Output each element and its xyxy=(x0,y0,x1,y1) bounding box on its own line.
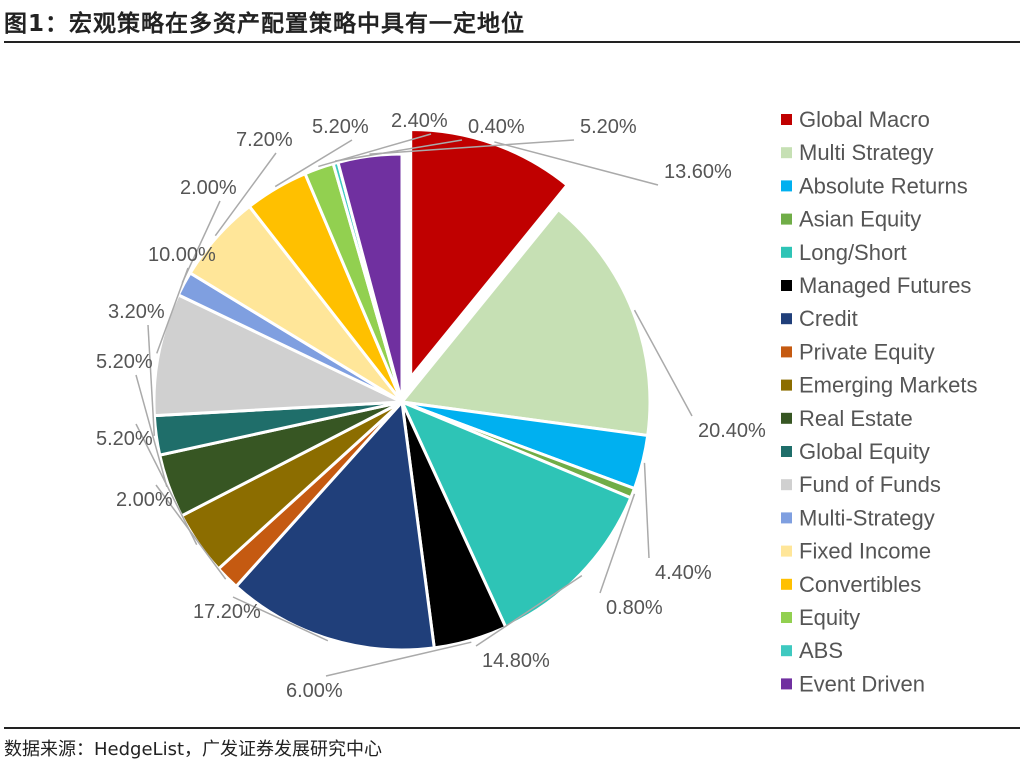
leader-line-multi-strategy xyxy=(633,309,693,417)
data-label-credit: 17.20% xyxy=(193,601,261,623)
pie-slice-event-driven xyxy=(336,152,404,403)
legend-label-abs: ABS xyxy=(799,638,843,663)
pie-slice-global-macro xyxy=(409,127,570,382)
data-label-event-driven: 5.20% xyxy=(580,116,637,138)
leader-line-credit xyxy=(232,596,329,642)
legend-label-absolute-returns: Absolute Returns xyxy=(799,173,968,198)
data-label-abs: 0.40% xyxy=(468,116,525,138)
legend-label-asian-equity: Asian Equity xyxy=(799,207,921,232)
legend-label-credit: Credit xyxy=(799,306,858,331)
leader-line-multi-strategy xyxy=(181,200,221,284)
legend-swatch-abs xyxy=(781,645,792,657)
pie-slice-multi-strategy xyxy=(399,207,652,438)
legend-swatch-event-driven xyxy=(781,678,792,690)
data-label-global-equity: 3.20% xyxy=(108,301,165,323)
legend-swatch-private-equity xyxy=(781,346,792,358)
legend-label-global-macro: Global Macro xyxy=(799,107,930,132)
legend-label-long-short: Long/Short xyxy=(799,240,907,265)
leader-line-abs xyxy=(334,139,463,162)
source-rule xyxy=(4,727,1020,729)
data-label-multi-strategy: 20.40% xyxy=(698,420,766,442)
pie-slice-long-short xyxy=(399,399,633,630)
legend-swatch-fund-of-funds xyxy=(781,479,792,491)
legend-label-fund-of-funds: Fund of Funds xyxy=(799,472,941,497)
data-label-long-short: 14.80% xyxy=(482,650,550,672)
legend-label-event-driven: Event Driven xyxy=(799,671,925,696)
legend-swatch-absolute-returns xyxy=(781,180,792,192)
data-label-multi-strategy: 2.00% xyxy=(180,177,237,199)
legend-swatch-real-estate xyxy=(781,412,792,424)
leader-line-global-equity xyxy=(147,324,156,436)
pie-slice-credit xyxy=(233,398,436,652)
pie-slices xyxy=(152,127,652,652)
legend-swatch-global-equity xyxy=(781,446,792,457)
leader-line-real-estate xyxy=(135,374,168,488)
data-label-emerging-markets: 5.20% xyxy=(96,428,153,450)
legend-swatch-long-short xyxy=(781,246,792,258)
percent-labels: 13.60% 20.40% 4.40% 0.80% 14.80% 6.00% 17.20% 2… xyxy=(96,110,766,702)
legend-swatch-global-macro xyxy=(781,114,792,125)
legend-label-global-equity: Global Equity xyxy=(799,439,930,464)
legend-label-managed-futures: Managed Futures xyxy=(799,273,971,298)
data-label-convertibles: 5.20% xyxy=(312,116,369,138)
legend-label-equity: Equity xyxy=(799,605,860,630)
leader-lines xyxy=(135,133,693,677)
legend-swatch-asian-equity xyxy=(781,213,792,225)
legend-label-multi-strategy: Multi Strategy xyxy=(799,140,934,165)
leader-line-fixed-income xyxy=(214,152,277,237)
data-label-real-estate: 5.20% xyxy=(96,351,153,373)
legend: Global Macro Multi Strategy Absolute Retur… xyxy=(781,107,978,696)
figure-title: 图1：宏观策略在多资产配置策略中具有一定地位 xyxy=(4,11,526,37)
legend-swatch-multi-strategy xyxy=(781,147,792,159)
data-label-private-equity: 2.00% xyxy=(116,489,173,511)
legend-swatch-fixed-income xyxy=(781,545,792,557)
leader-line-convertibles xyxy=(274,139,353,188)
legend-label-private-equity: Private Equity xyxy=(799,339,935,364)
leader-line-absolute-returns xyxy=(643,462,650,559)
data-label-global-macro: 13.60% xyxy=(664,161,732,183)
data-label-managed-futures: 6.00% xyxy=(286,680,343,702)
legend-swatch-multi-strategy xyxy=(781,512,792,524)
data-label-asian-equity: 0.80% xyxy=(606,597,663,619)
leader-line-managed-futures xyxy=(325,641,472,677)
leader-line-global-macro xyxy=(494,141,659,186)
data-label-equity: 2.40% xyxy=(391,110,448,132)
data-label-absolute-returns: 4.40% xyxy=(655,562,712,584)
legend-swatch-managed-futures xyxy=(781,280,792,291)
data-label-fund-of-funds: 10.00% xyxy=(148,244,216,266)
leader-line-long-short xyxy=(475,575,583,647)
legend-swatch-emerging-markets xyxy=(781,379,792,391)
leader-line-event-driven xyxy=(369,139,575,155)
leader-line-asian-equity xyxy=(599,493,636,594)
legend-label-real-estate: Real Estate xyxy=(799,406,913,431)
legend-label-fixed-income: Fixed Income xyxy=(799,539,931,564)
legend-label-multi-strategy: Multi-Strategy xyxy=(799,505,935,530)
legend-label-convertibles: Convertibles xyxy=(799,572,921,597)
source-note: 数据来源：HedgeList，广发证券发展研究中心 xyxy=(4,739,382,760)
legend-swatch-equity xyxy=(781,612,792,623)
title-rule xyxy=(4,41,1020,43)
legend-swatch-credit xyxy=(781,313,792,325)
legend-label-emerging-markets: Emerging Markets xyxy=(799,373,978,398)
legend-swatch-convertibles xyxy=(781,578,792,590)
data-label-fixed-income: 7.20% xyxy=(236,129,293,151)
